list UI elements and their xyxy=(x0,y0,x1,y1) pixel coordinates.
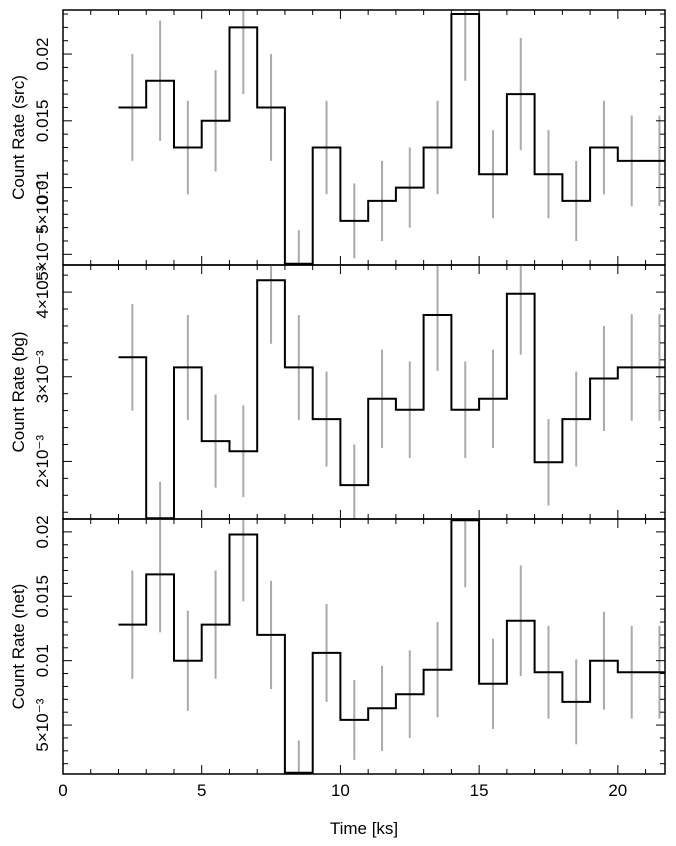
plot-frame xyxy=(62,9,666,266)
y-tick-label: 5×10⁻³ xyxy=(33,181,52,234)
y-tick-label: 0.015 xyxy=(33,100,52,143)
x-tick-label: 5 xyxy=(197,781,206,800)
x-tick-label: 20 xyxy=(608,781,627,800)
y-tick-label: 0.015 xyxy=(33,575,52,618)
y-tick-label: 4×10⁻³ xyxy=(33,265,52,318)
x-axis-label: Time [ks] xyxy=(330,819,398,838)
count-rate-step-line xyxy=(118,13,665,265)
y-axis-label: Count Rate (bg) xyxy=(9,332,28,453)
panel-3: 5×10⁻³ 0.01 0.015 0.02 Count Rate (net) 0 5 10 1… xyxy=(9,515,666,838)
x-tick-label: 15 xyxy=(470,781,489,800)
x-tick-label: 10 xyxy=(331,781,350,800)
count-rate-step-line xyxy=(118,279,665,519)
y-tick-label: 2×10⁻³ xyxy=(33,435,52,488)
count-rate-step-line xyxy=(118,519,665,774)
error-bars xyxy=(131,10,661,265)
y-tick-label: 0.02 xyxy=(33,38,52,71)
y-tick-label: 5×10⁻³ xyxy=(33,228,52,281)
plot-frame xyxy=(62,264,666,520)
y-tick-label: 0.01 xyxy=(33,644,52,677)
y-tick-label: 0.02 xyxy=(33,515,52,548)
y-axis-label: Count Rate (net) xyxy=(9,584,28,710)
y-axis-label: Count Rate (src) xyxy=(9,75,28,200)
error-bars xyxy=(131,519,661,774)
x-tick-label: 0 xyxy=(58,781,67,800)
y-tick-label: 3×10⁻³ xyxy=(33,350,52,403)
plot-frame xyxy=(62,518,666,775)
y-tick-label: 0.01 xyxy=(33,171,52,204)
y-tick-label: 5×10⁻³ xyxy=(33,698,52,751)
